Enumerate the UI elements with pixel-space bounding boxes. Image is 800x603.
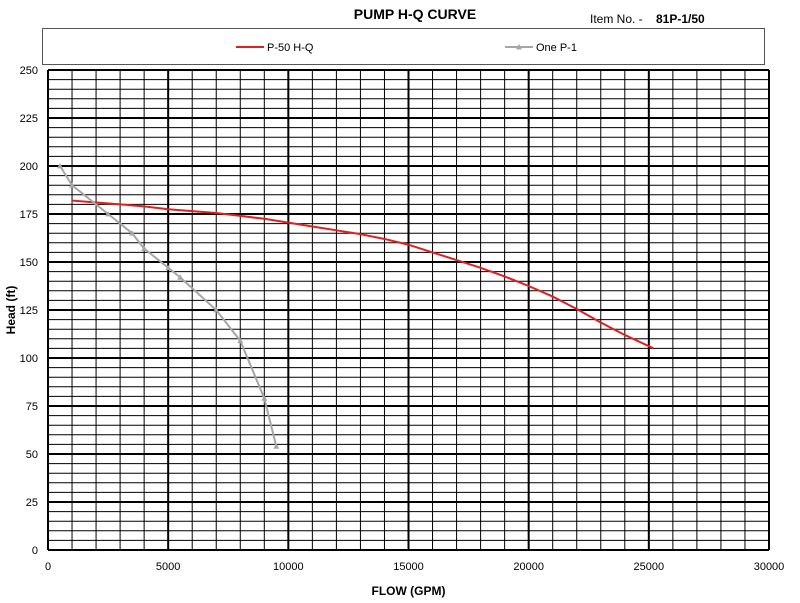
series-1 [71, 199, 655, 350]
legend-marker [516, 44, 522, 50]
legend-label: P-50 H-Q [267, 42, 314, 54]
y-tick-label: 100 [20, 353, 38, 365]
y-axis-label: Head (ft) [4, 286, 18, 335]
item-number-value: 81P-1/50 [656, 12, 705, 26]
legend-box [42, 28, 765, 65]
data-point [57, 163, 64, 169]
x-tick-label: 0 [45, 561, 51, 573]
data-point [141, 245, 148, 251]
data-point [129, 230, 136, 236]
y-tick-label: 25 [26, 497, 38, 509]
data-point [69, 182, 76, 188]
x-axis-ticks: 0 5000 10000 15000 20000 25000 30000 [45, 561, 784, 573]
x-axis-label: FLOW (GPM) [372, 584, 446, 598]
x-tick-label: 10000 [273, 561, 304, 573]
series-layer [57, 163, 655, 449]
x-tick-label: 15000 [393, 561, 424, 573]
data-point [261, 395, 268, 401]
data-point [237, 337, 244, 344]
legend-entry: One P-1 [505, 42, 577, 54]
x-tick-label: 25000 [634, 561, 665, 573]
y-tick-label: 0 [32, 545, 38, 557]
item-number-label: Item No. - [590, 12, 643, 26]
y-tick-label: 200 [20, 161, 38, 173]
series-2 [57, 163, 280, 449]
y-tick-label: 225 [20, 113, 38, 125]
legend-label: One P-1 [536, 42, 577, 54]
y-tick-label: 175 [20, 209, 38, 221]
data-point [105, 211, 112, 217]
y-tick-label: 50 [26, 449, 38, 461]
data-point [177, 274, 184, 280]
y-axis-ticks: 0 25 50 75 100 125 150 175 200 225 250 [20, 65, 38, 557]
x-tick-label: 20000 [513, 561, 544, 573]
legend-entry: P-50 H-Q [236, 42, 314, 54]
data-point [165, 264, 172, 271]
y-tick-label: 150 [20, 257, 38, 269]
y-tick-label: 75 [26, 401, 38, 413]
y-tick-label: 250 [20, 65, 38, 77]
x-tick-label: 5000 [156, 561, 180, 573]
y-tick-label: 125 [20, 305, 38, 317]
series-line [71, 199, 655, 350]
x-tick-label: 30000 [754, 561, 785, 573]
legend: P-50 H-Q One P-1 [236, 42, 577, 54]
data-point [213, 307, 220, 313]
chart-title: PUMP H-Q CURVE [353, 6, 477, 22]
data-point [273, 443, 280, 449]
grid [47, 69, 770, 551]
